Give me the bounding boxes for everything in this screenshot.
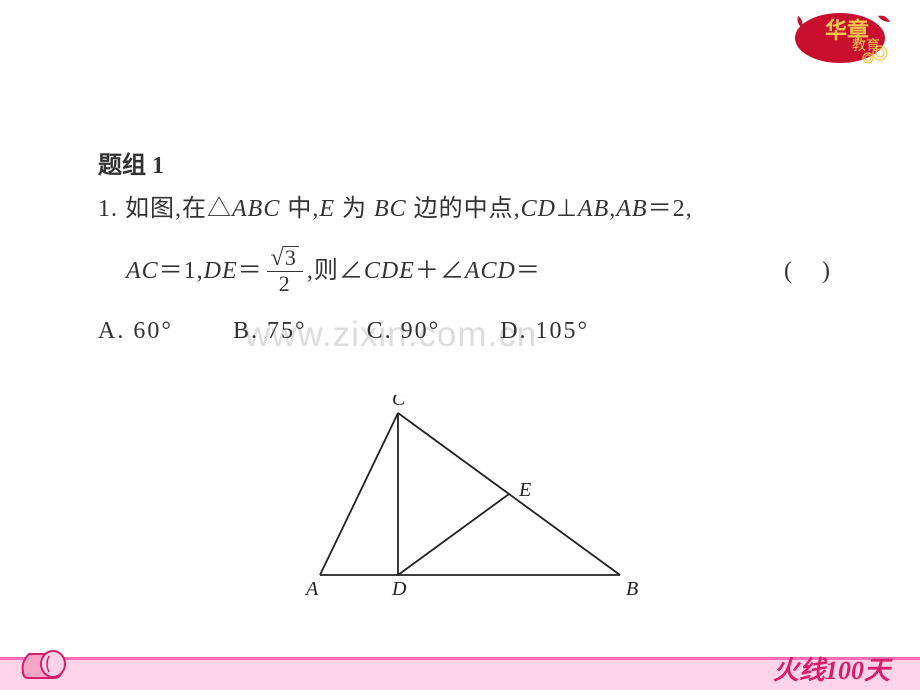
text-segment: ,则∠ bbox=[307, 252, 364, 290]
perp-symbol: ⊥ bbox=[556, 196, 578, 222]
option-b: B. 75° bbox=[233, 318, 307, 345]
text-segment: ＝ bbox=[516, 252, 541, 290]
option-value: 90° bbox=[401, 318, 441, 345]
text-segment: 边的中点, bbox=[407, 196, 521, 222]
text-segment: ＋∠ bbox=[415, 252, 465, 290]
footer: 火线100天 bbox=[0, 648, 920, 690]
option-a: A. 60° bbox=[98, 318, 173, 345]
angle-cde: CDE bbox=[364, 252, 415, 290]
footer-brand-text: 火线100天 bbox=[773, 650, 890, 687]
fraction-numerator: √3 bbox=[267, 246, 303, 271]
svg-text:C: C bbox=[392, 395, 406, 410]
option-label: B. bbox=[233, 318, 259, 345]
problem-line-1: 1. 如图,在△ABC 中,E 为 BC 边的中点,CD⊥AB,AB＝2, bbox=[98, 190, 860, 228]
svg-text:E: E bbox=[518, 479, 531, 501]
text-segment: ＝ bbox=[238, 252, 263, 290]
paren-right: ) bbox=[822, 258, 860, 284]
option-value: 60° bbox=[133, 318, 173, 345]
text-segment: 中, bbox=[280, 196, 319, 222]
brand-logo: 华章 教育 bbox=[790, 8, 900, 68]
eraser-icon bbox=[15, 642, 75, 682]
angle-acd: ACD bbox=[465, 252, 516, 290]
option-d: D. 105° bbox=[500, 318, 589, 345]
problem-line-2: AC＝1,DE＝ √3 2 ,则∠CDE＋∠ACD＝ () bbox=[98, 246, 860, 295]
svg-text:A: A bbox=[304, 578, 319, 600]
problem-number: 1. bbox=[98, 196, 118, 222]
segment-ab: AB bbox=[616, 196, 647, 222]
sqrt-arg: 3 bbox=[283, 246, 299, 269]
option-value: 75° bbox=[267, 318, 307, 345]
fraction-denominator: 2 bbox=[275, 272, 295, 296]
text-segment: 如图,在△ bbox=[125, 196, 232, 222]
option-label: C. bbox=[367, 318, 393, 345]
segment-ac: AC bbox=[126, 252, 159, 290]
text-segment: ＝1, bbox=[159, 252, 204, 290]
content-area: 题组 1 1. 如图,在△ABC 中,E 为 BC 边的中点,CD⊥AB,AB＝… bbox=[98, 145, 860, 345]
point-e: E bbox=[319, 196, 335, 222]
segment-ab: AB bbox=[578, 196, 609, 222]
triangle-name: ABC bbox=[232, 196, 280, 222]
section-heading: 题组 1 bbox=[98, 145, 860, 180]
text-segment: ＝2, bbox=[648, 196, 693, 222]
option-c: C. 90° bbox=[367, 318, 441, 345]
segment-de: DE bbox=[204, 252, 238, 290]
option-label: A. bbox=[98, 318, 125, 345]
options-row: A. 60° B. 75° C. 90° D. 105° bbox=[98, 318, 860, 345]
fraction: √3 2 bbox=[267, 246, 303, 295]
svg-text:B: B bbox=[626, 578, 638, 600]
segment-bc: BC bbox=[374, 196, 407, 222]
geometry-figure: A B C D E bbox=[300, 395, 640, 605]
answer-paren: () bbox=[784, 252, 860, 290]
svg-text:D: D bbox=[391, 578, 407, 600]
paren-left: ( bbox=[784, 258, 822, 284]
segment-cd: CD bbox=[521, 196, 556, 222]
text-segment: 为 bbox=[335, 196, 374, 222]
option-value: 105° bbox=[536, 318, 590, 345]
option-label: D. bbox=[500, 318, 527, 345]
